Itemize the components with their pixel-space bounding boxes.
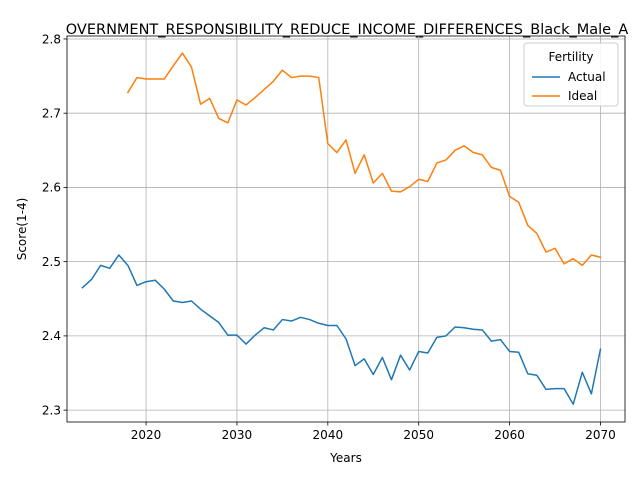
legend-label-ideal: Ideal: [568, 89, 597, 103]
plot-frame: [66, 35, 626, 423]
grid-lines: [67, 36, 625, 422]
y-tick-label: 2.3: [42, 403, 61, 417]
x-tick-label: 2020: [131, 428, 162, 442]
y-axis-ticks: 2.3 2.4 2.5 2.6 2.7 2.8: [42, 32, 67, 417]
legend-box: [523, 42, 619, 107]
series-line-ideal: [126, 52, 602, 267]
series-lines: [81, 52, 602, 405]
x-tick-label: 2070: [585, 428, 616, 442]
legend-title: Fertility: [548, 50, 593, 64]
x-tick-label: 2040: [313, 428, 344, 442]
x-tick-label: 2050: [403, 428, 434, 442]
legend: Fertility Actual Ideal: [523, 42, 619, 107]
series-line-actual: [81, 254, 602, 405]
x-tick-label: 2060: [494, 428, 525, 442]
x-axis-ticks: 2020 2030 2040 2050 2060 2070: [131, 422, 616, 442]
y-tick-label: 2.7: [42, 107, 61, 121]
y-axis-label: Score(1-4): [15, 198, 29, 261]
y-tick-label: 2.6: [42, 181, 61, 195]
legend-label-actual: Actual: [568, 70, 606, 84]
y-tick-label: 2.4: [42, 329, 61, 343]
y-tick-label: 2.5: [42, 255, 61, 269]
x-tick-label: 2030: [222, 428, 253, 442]
x-axis-label: Years: [329, 451, 362, 465]
y-tick-label: 2.8: [42, 32, 61, 46]
chart-title: OVERNMENT_RESPONSIBILITY_REDUCE_INCOME_D…: [66, 22, 629, 38]
